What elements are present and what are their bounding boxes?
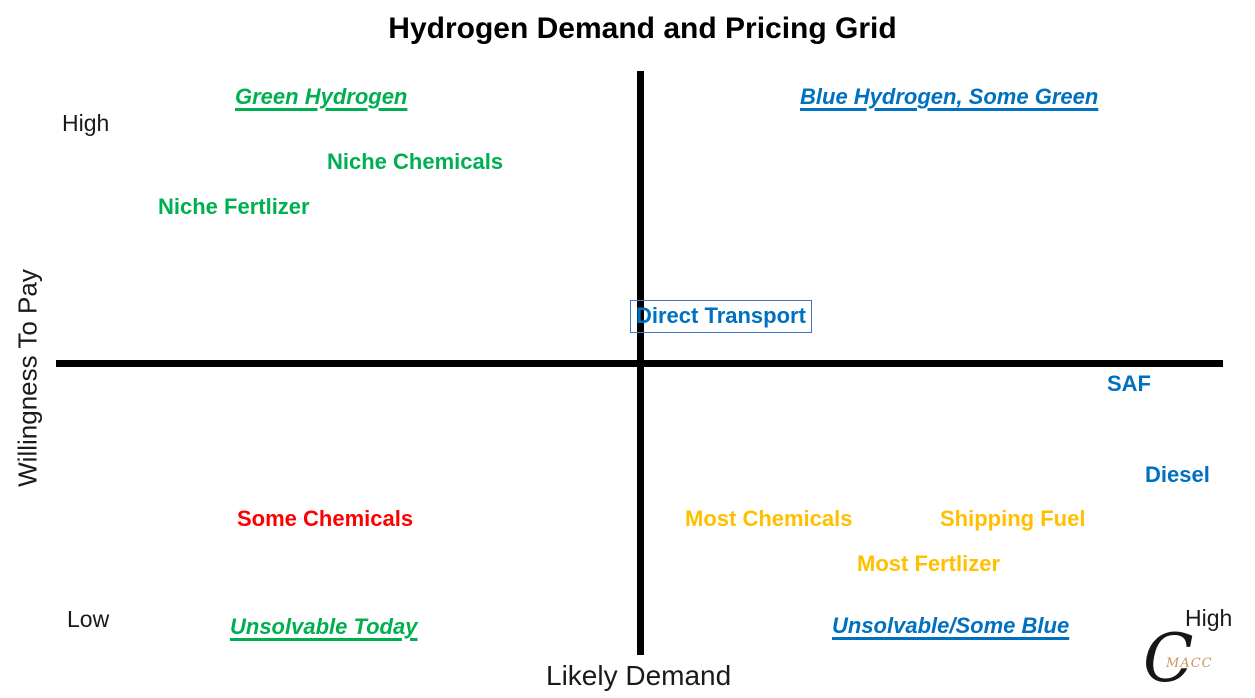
unsolvable-some-blue-label: Unsolvable/Some Blue [832, 613, 1070, 638]
most-chemicals-label: Most Chemicals [685, 506, 853, 531]
direct-transport-label: Direct Transport [630, 300, 812, 334]
cmacc-logo: C MACC [1143, 626, 1243, 696]
some-chemicals-label: Some Chemicals [237, 506, 414, 531]
unsolvable-today-label: Unsolvable Today [230, 614, 418, 639]
x-axis-high-label: High [1185, 605, 1233, 631]
green-hydrogen-label: Green Hydrogen [235, 84, 408, 109]
blue-hydrogen-some-green-label: Blue Hydrogen, Some Green [800, 84, 1099, 109]
saf-label: SAF [1107, 371, 1151, 396]
y-axis-low-label: Low [67, 606, 110, 632]
niche-chemicals-label: Niche Chemicals [327, 149, 504, 174]
logo-name: MACC [1166, 656, 1213, 671]
niche-fertlizer-label: Niche Fertlizer [158, 194, 310, 219]
x-axis-line [56, 360, 1223, 367]
shipping-fuel-label: Shipping Fuel [940, 506, 1086, 531]
most-fertlizer-label: Most Fertlizer [857, 551, 1001, 576]
x-axis-title: Likely Demand [546, 660, 732, 691]
logo-letter: C [1143, 620, 1194, 697]
y-axis-high-label: High [62, 110, 110, 136]
y-axis-title: Willingness To Pay [12, 269, 43, 487]
diesel-label: Diesel [1145, 462, 1210, 487]
chart-title: Hydrogen Demand and Pricing Grid [388, 12, 897, 45]
